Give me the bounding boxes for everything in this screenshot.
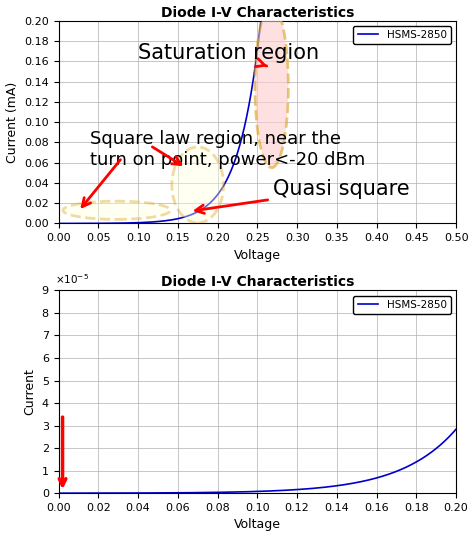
- HSMS-2850: [128, 490, 134, 496]
- HSMS-2850: [352, 18, 358, 24]
- HSMS-2850: [383, 18, 388, 24]
- X-axis label: Voltage: Voltage: [234, 249, 281, 262]
- Ellipse shape: [172, 147, 224, 223]
- X-axis label: Voltage: Voltage: [234, 518, 281, 532]
- Legend: HSMS-2850: HSMS-2850: [353, 296, 451, 314]
- HSMS-2850: [258, 18, 264, 24]
- Title: Diode I-V Characteristics: Diode I-V Characteristics: [161, 275, 354, 289]
- Ellipse shape: [63, 201, 170, 220]
- HSMS-2850: [208, 199, 213, 206]
- HSMS-2850: [352, 480, 358, 486]
- Line: HSMS-2850: HSMS-2850: [59, 21, 456, 223]
- HSMS-2850: [294, 18, 300, 24]
- HSMS-2850: [383, 472, 388, 478]
- HSMS-2850: [56, 220, 62, 227]
- Legend: HSMS-2850: HSMS-2850: [353, 26, 451, 44]
- HSMS-2850: [294, 487, 300, 493]
- HSMS-2850: [314, 485, 320, 491]
- Text: Quasi square: Quasi square: [196, 179, 410, 213]
- HSMS-2850: [56, 490, 62, 496]
- Line: HSMS-2850: HSMS-2850: [59, 429, 456, 493]
- Y-axis label: Current: Current: [23, 368, 36, 415]
- HSMS-2850: [208, 489, 213, 496]
- Ellipse shape: [255, 5, 288, 168]
- HSMS-2850: [314, 18, 320, 24]
- HSMS-2850: [453, 426, 459, 432]
- Text: $\times10^{-5}$: $\times10^{-5}$: [55, 273, 89, 286]
- HSMS-2850: [128, 220, 134, 226]
- Text: Saturation region: Saturation region: [138, 43, 319, 67]
- Title: Diode I-V Characteristics: Diode I-V Characteristics: [161, 5, 354, 19]
- Y-axis label: Current (mA): Current (mA): [6, 82, 18, 163]
- Text: Square law region, near the
turn on point, power<-20 dBm: Square law region, near the turn on poin…: [91, 130, 365, 169]
- HSMS-2850: [453, 18, 459, 24]
